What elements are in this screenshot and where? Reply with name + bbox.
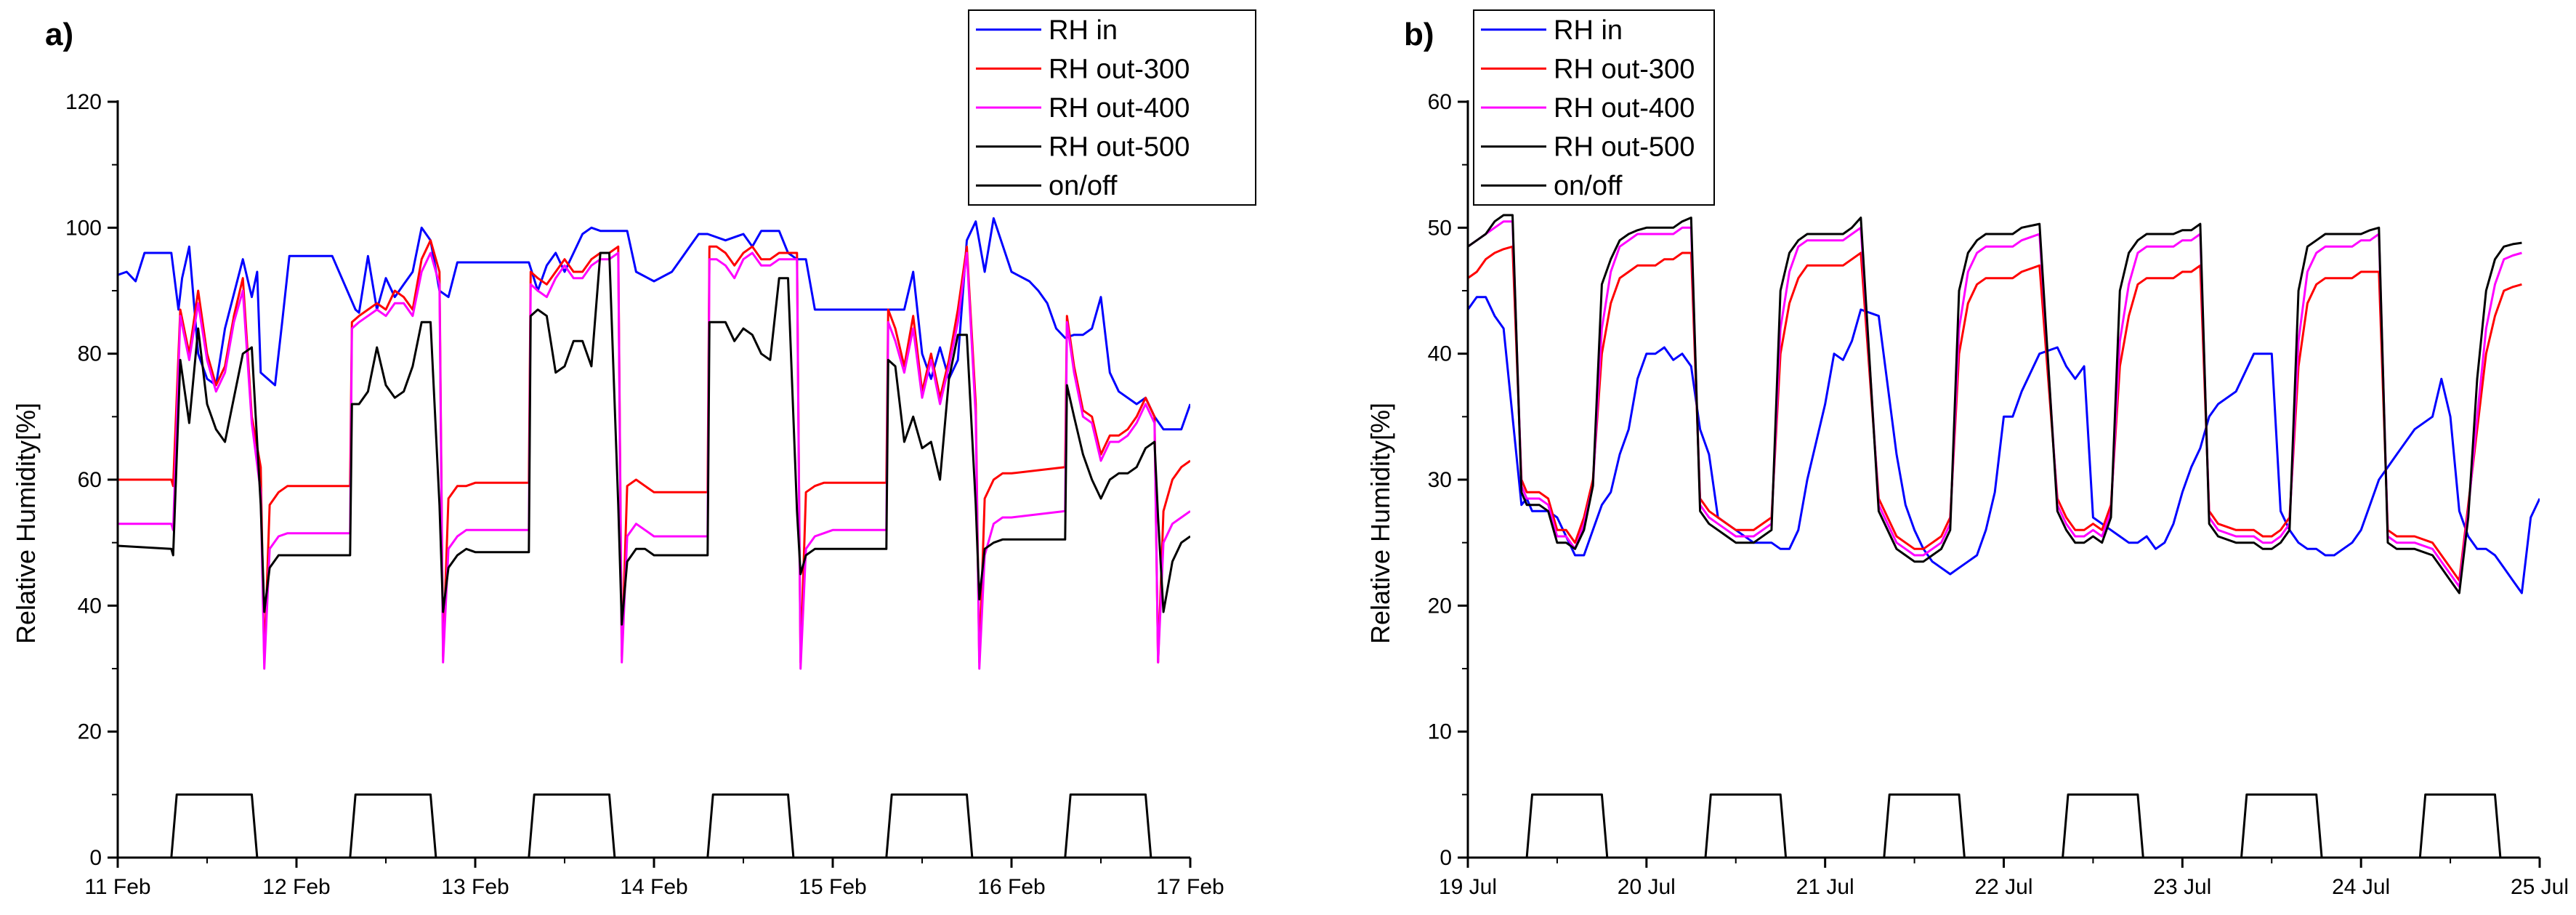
panel-a-x-tick-label: 12 Feb <box>262 875 330 899</box>
panel-a-y-tick-label: 60 <box>78 468 102 492</box>
panel-a: a) Relative Humidity[%] 0 20 40 60 80 100 120 1… <box>11 9 1256 899</box>
panel-a-legend: RH in RH out-300 RH out-400 RH out-500 on/of… <box>968 9 1256 206</box>
panel-a-series-rh-in <box>118 217 1190 431</box>
panel-b-series-rh-in <box>1468 296 2540 594</box>
panel-a-y-tick-label: 100 <box>65 216 102 240</box>
panel-a-x-tick-label: 17 Feb <box>1156 875 1224 899</box>
panel-a-legend-label-rh-out-500: RH out-500 <box>1049 132 1190 163</box>
panel-b-label: b) <box>1404 17 1434 52</box>
panel-a-y-tick-label: 40 <box>78 594 102 618</box>
panel-b-legend-label-on-off: on/off <box>1554 171 1623 201</box>
panel-a-y-tick-label: 0 <box>89 846 102 870</box>
panel-b-y-axis-title: Relative Humidity[%] <box>1365 403 1395 644</box>
panel-a-axes: 0 20 40 60 80 100 120 11 Feb 12 Feb 13 Feb 14 Feb 1… <box>65 90 1224 899</box>
panel-a-series-on-off <box>118 793 1190 858</box>
panel-a-y-tick-label: 20 <box>78 720 102 744</box>
panel-b-y-tick-label: 20 <box>1428 594 1452 618</box>
panel-a-y-tick-label: 80 <box>78 342 102 366</box>
panel-a-plot-area: 0 20 40 60 80 100 120 11 Feb 12 Feb 13 Feb 14 Feb 1… <box>65 90 1224 899</box>
panel-a-label: a) <box>45 17 73 52</box>
panel-a-series-rh-out-300 <box>118 239 1190 664</box>
panel-b-x-tick-label: 19 Jul <box>1439 875 1497 899</box>
panel-a-series-rh-out-400 <box>118 251 1190 670</box>
panel-a-x-tick-label: 16 Feb <box>977 875 1045 899</box>
panel-a-x-tick-label: 14 Feb <box>620 875 687 899</box>
panel-a-legend-label-on-off: on/off <box>1049 171 1118 201</box>
panel-a-series-rh-out-500 <box>118 251 1190 626</box>
panel-a-legend-label-rh-out-300: RH out-300 <box>1049 54 1190 84</box>
panel-b-series-rh-out-300 <box>1468 245 2522 582</box>
panel-b-y-tick-label: 40 <box>1428 342 1452 366</box>
panel-b-x-tick-label: 23 Jul <box>2153 875 2211 899</box>
panel-a-legend-label-rh-in: RH in <box>1049 15 1118 46</box>
panel-b-x-tick-label: 25 Jul <box>2511 875 2569 899</box>
panel-a-x-tick-label: 11 Feb <box>84 875 150 899</box>
panel-b-legend: RH in RH out-300 RH out-400 RH out-500 on/of… <box>1473 9 1715 206</box>
panel-a-series-group <box>118 217 1190 858</box>
panel-b-legend-label-rh-out-300: RH out-300 <box>1554 54 1695 84</box>
panel-a-y-axis-title: Relative Humidity[%] <box>11 403 41 644</box>
panel-b-legend-label-rh-out-400: RH out-400 <box>1554 93 1695 124</box>
panel-b-legend-label-rh-in: RH in <box>1554 15 1623 46</box>
panel-b-y-tick-label: 0 <box>1440 846 1452 870</box>
panel-b-series-group <box>1468 214 2540 858</box>
panel-b-y-tick-label: 30 <box>1428 468 1452 492</box>
panel-a-x-tick-label: 13 Feb <box>441 875 509 899</box>
panel-b-series-rh-out-400 <box>1468 220 2522 588</box>
panel-a-x-tick-label: 15 Feb <box>799 875 866 899</box>
panel-b-x-tick-label: 21 Jul <box>1796 875 1854 899</box>
panel-b-x-tick-label: 20 Jul <box>1618 875 1676 899</box>
panel-b-y-tick-label: 50 <box>1428 216 1452 240</box>
panel-b: b) Relative Humidity[%] 0 10 20 30 40 50 60 19 … <box>1365 9 2569 899</box>
panel-b-series-rh-out-500 <box>1468 214 2522 594</box>
panel-b-series-on-off <box>1468 793 2540 858</box>
panel-b-y-tick-label: 10 <box>1428 720 1452 744</box>
panel-a-y-tick-label: 120 <box>65 90 102 114</box>
panel-b-x-tick-label: 22 Jul <box>1974 875 2032 899</box>
panel-b-plot-area: 0 10 20 30 40 50 60 19 Jul 20 Jul 21 Jul 22 Jul 23 … <box>1428 90 2569 899</box>
panel-a-legend-label-rh-out-400: RH out-400 <box>1049 93 1190 124</box>
panel-b-y-tick-label: 60 <box>1428 90 1452 114</box>
panel-b-legend-label-rh-out-500: RH out-500 <box>1554 132 1695 163</box>
panel-b-x-tick-label: 24 Jul <box>2332 875 2390 899</box>
panel-b-axes: 0 10 20 30 40 50 60 19 Jul 20 Jul 21 Jul 22 Jul 23 … <box>1428 90 2569 899</box>
